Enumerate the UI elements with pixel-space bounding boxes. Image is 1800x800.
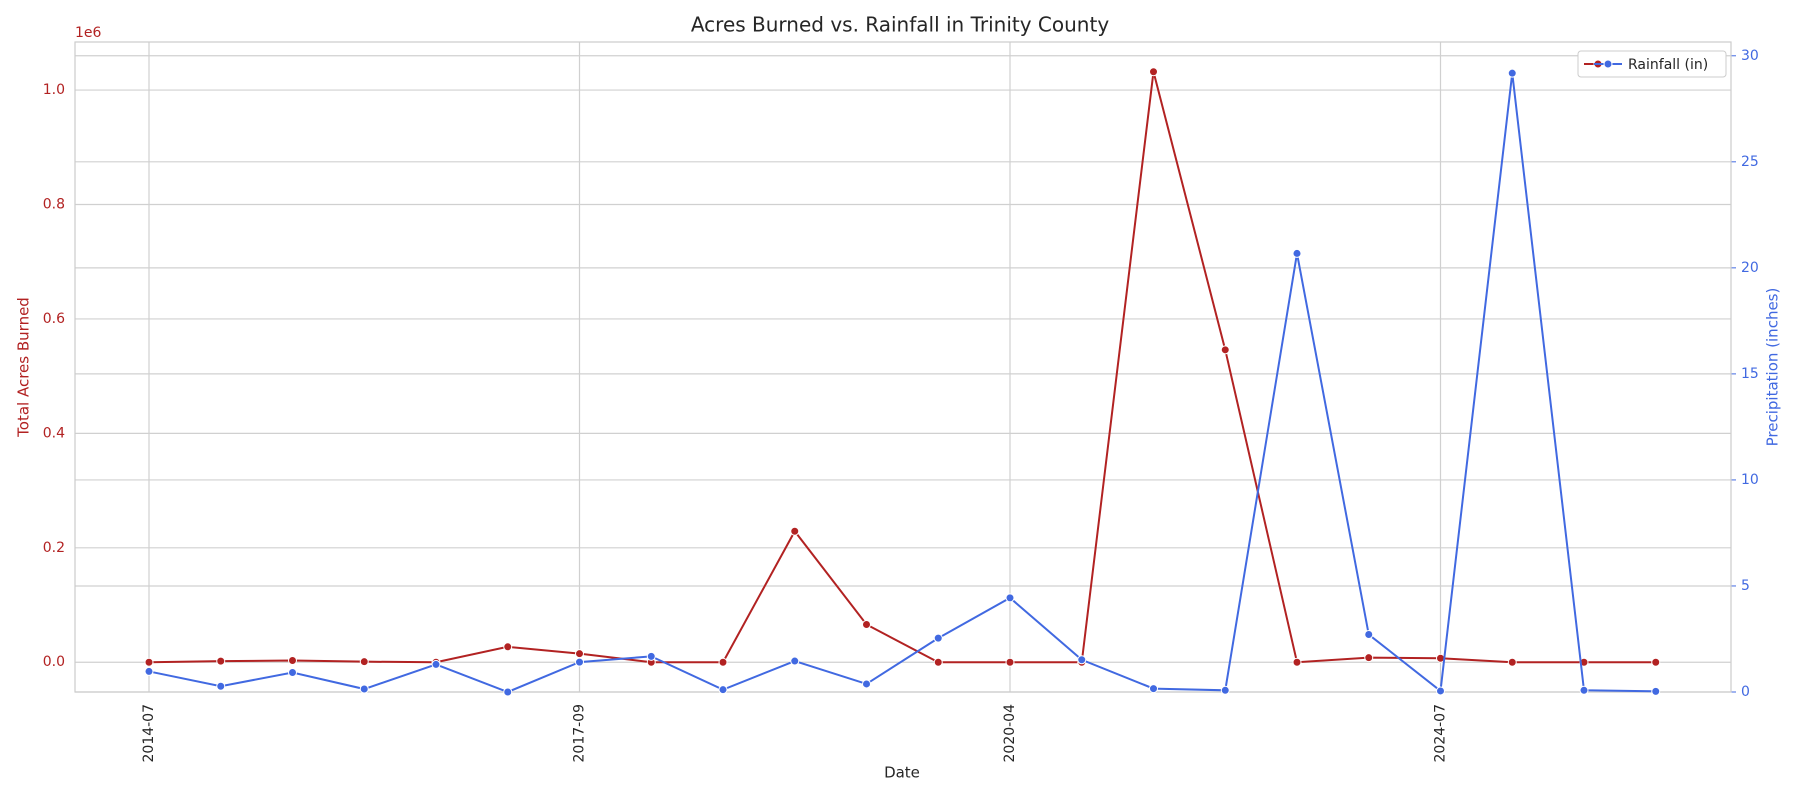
y-tick-label: 0.0 [43,654,65,670]
point [1507,68,1517,78]
point [862,619,871,629]
series-line [148,71,1656,664]
point [1149,684,1158,694]
point [718,685,728,695]
x-tick-label: 2014-07 [141,704,157,763]
series [144,67,1661,667]
point [575,657,584,667]
point [718,657,728,667]
series [144,68,1661,697]
point [288,656,297,666]
point [1077,655,1087,665]
point [933,633,943,643]
point [1364,630,1374,640]
chart-title: Acres Burned vs. Rainfall in Trinity Cou… [691,13,1109,37]
legend-marker [1603,59,1613,69]
point [431,659,441,669]
y2-tick-label: 20 [1741,260,1759,276]
point [646,651,656,661]
point [575,649,584,659]
point [790,526,800,536]
plot-frame [74,41,1732,693]
x-tick-label: 2017-09 [572,704,588,763]
x-axis-label: Date [884,764,920,782]
point [144,657,154,667]
series-line [148,73,1656,694]
point [1220,685,1230,695]
y-tick-label: 0.8 [43,197,65,213]
y2-tick-label: 5 [1741,578,1750,594]
point [1651,686,1661,696]
y-tick-label: 0.4 [43,425,65,441]
y2-axis-label: Precipitation (inches) [1764,288,1782,447]
y-tick-label: 1.0 [43,82,65,98]
point [1364,653,1374,663]
point [359,684,369,694]
point [862,679,871,689]
y-axis-label: Total Acres Burned [15,297,33,438]
y-offset-label: 1e6 [75,25,102,41]
x-tick-label: 2024-07 [1433,704,1449,763]
point [216,656,226,666]
legend-cover [1618,53,1722,75]
y2-tick-label: 10 [1741,472,1759,488]
point [933,657,943,667]
y-tick-label: 0.2 [43,540,65,556]
point [503,642,513,652]
point [1579,685,1589,695]
point [1149,67,1158,77]
point [503,687,513,697]
y2-tick-label: 25 [1741,154,1759,170]
point [1292,657,1302,667]
point [1651,657,1661,667]
point [1005,593,1015,603]
point [288,667,297,677]
point [1436,686,1445,696]
y2-tick-label: 30 [1741,48,1759,64]
point [216,681,226,691]
legend-label: Rainfall (in) [1628,57,1708,73]
point [1507,657,1517,667]
point [1005,657,1015,667]
x-tick-label: 2020-04 [1002,704,1018,763]
y2-tick-label: 15 [1741,366,1759,382]
point [1292,248,1302,258]
y-tick-label: 0.6 [43,311,65,327]
point [359,657,369,667]
y2-tick-label: 0 [1741,684,1750,700]
point [144,666,154,676]
point [790,656,800,666]
point [1220,345,1230,355]
